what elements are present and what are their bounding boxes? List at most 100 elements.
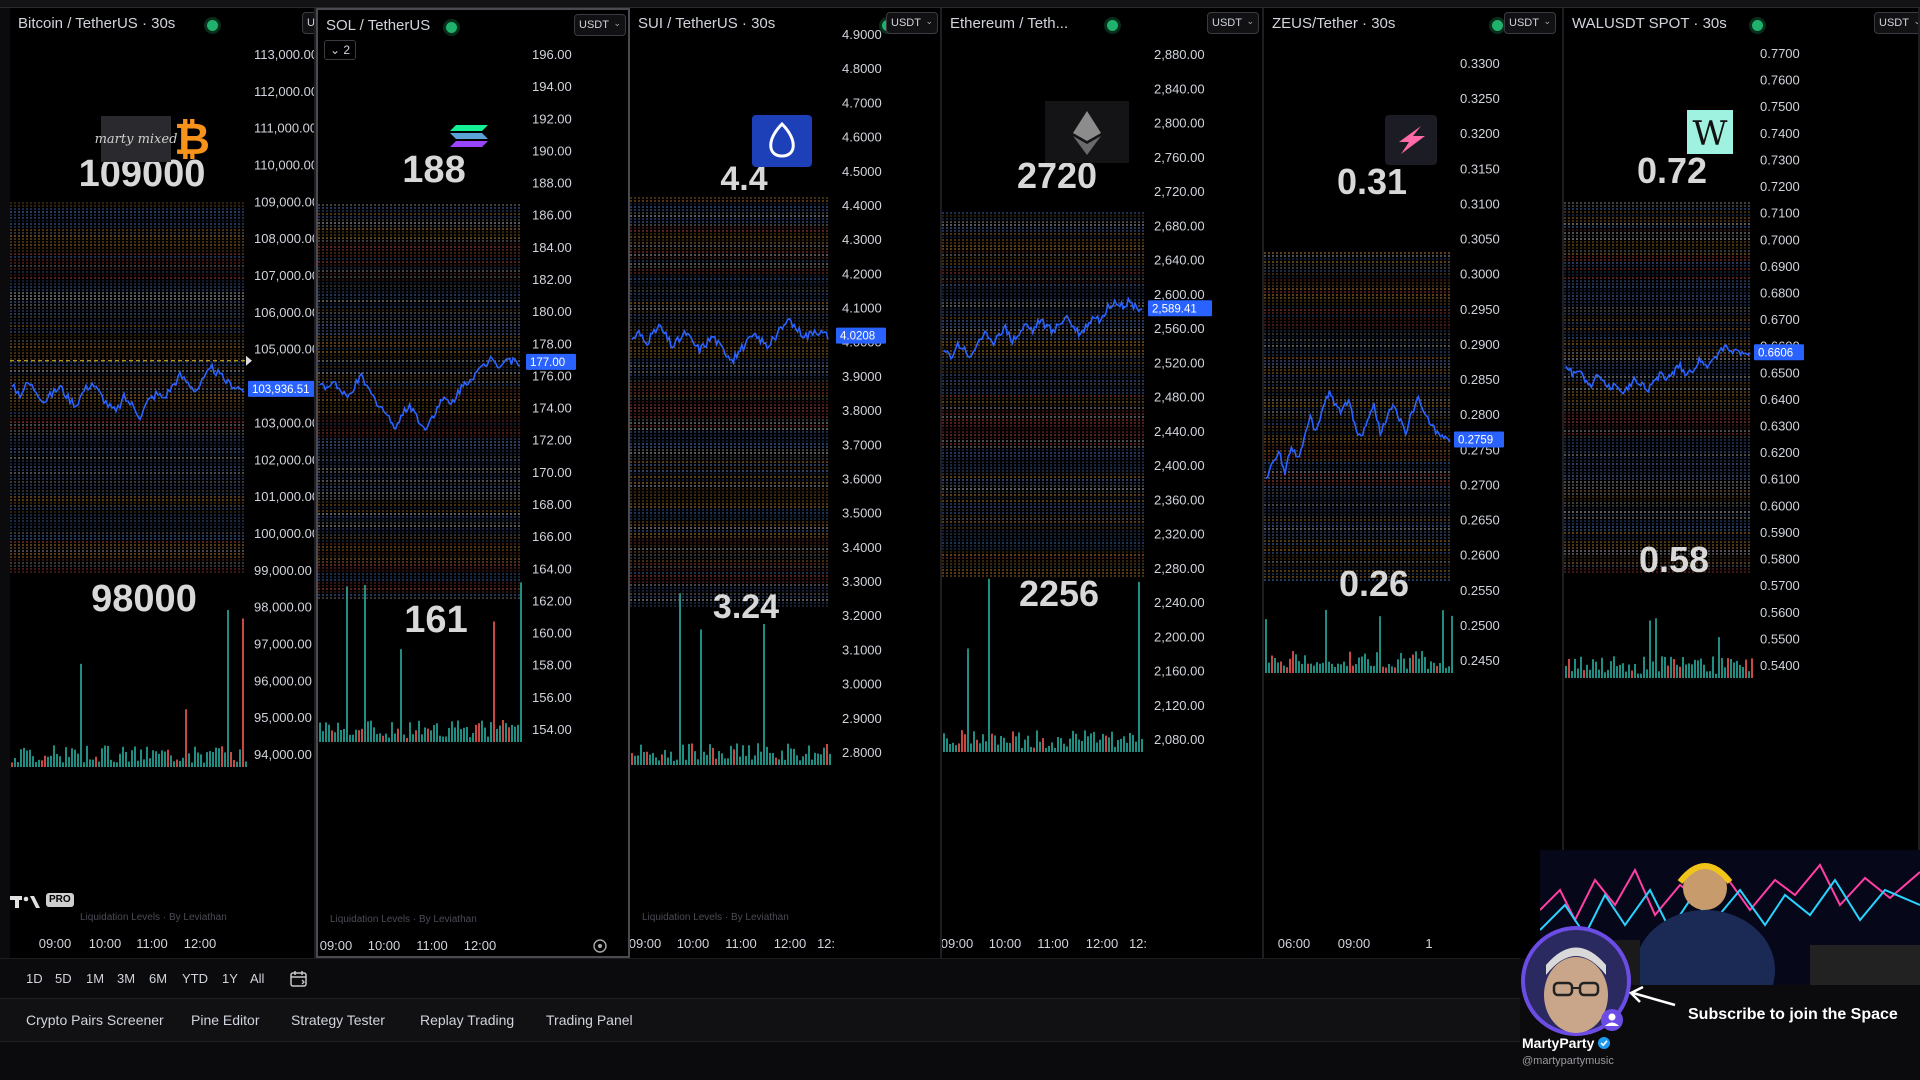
chart-panel-sui[interactable]: 4.4 3.24 4.9000 4.8000 4.7000 4.6000 4.5000 4.4…	[630, 8, 942, 958]
price-tick-label: 168.00	[532, 497, 572, 512]
price-tick-label: 0.7200	[1760, 179, 1800, 194]
lower-target-label: 161	[404, 599, 467, 641]
price-line	[943, 296, 1143, 360]
streamer-overlay: Subscribe to join the Space MartyParty @…	[1520, 835, 1920, 1080]
range-1d-button[interactable]: 1D	[26, 971, 43, 986]
chart-panel-eth[interactable]: 2720 2256 2,880.00 2,840.00 2,800.00 2,760.00…	[942, 8, 1264, 958]
tab-trading-panel[interactable]: Trading Panel	[546, 1012, 633, 1028]
wal-chart-canvas[interactable]: 0.72 0.58 0.7700 0.7600 0.7500 0.7400 0.7300 0.…	[1564, 8, 1920, 958]
indicator-legend-toggle[interactable]: ⌄ 2	[324, 40, 356, 60]
price-tick-label: 0.5400	[1760, 658, 1800, 673]
price-tick-label: 0.2950	[1460, 302, 1500, 317]
currency-selector[interactable]: USDT⌄	[302, 12, 315, 34]
price-tick-label: 172.00	[532, 433, 572, 448]
price-tick-label: 2,720.00	[1154, 184, 1205, 199]
multi-chart-layout: 109000 98000 113,000.00 112,000.00 111,000.0…	[10, 8, 1920, 958]
current-price-tag	[1454, 431, 1504, 448]
time-tick-label: 11:00	[725, 936, 757, 951]
symbol-title[interactable]: SOL / TetherUS	[326, 17, 431, 34]
window-top-bar	[0, 0, 1920, 8]
range-3m-button[interactable]: 3M	[117, 971, 136, 986]
chart-panel-sol[interactable]: 188 161 196.00 194.00 192.00 190.00 188.00 186.…	[316, 8, 630, 958]
currency-label: USDT	[1212, 17, 1242, 29]
price-tick-label: 2,640.00	[1154, 253, 1205, 268]
price-tick-label: 188.00	[532, 176, 572, 191]
price-tick-label: 99,000.00	[254, 563, 312, 578]
price-tick-label: 0.6100	[1760, 472, 1800, 487]
chevron-down-icon: ⌄	[1913, 16, 1918, 27]
currency-selector[interactable]: USDT⌄	[886, 12, 938, 34]
eth-chart-canvas[interactable]: 272022562,880.002,840.002,800.002,760.00…	[942, 8, 1264, 958]
price-tick-label: 0.7500	[1760, 99, 1800, 114]
price-tick-label: 174.00	[532, 401, 572, 416]
price-tick-label: 0.6200	[1760, 445, 1800, 460]
currency-label: USDT	[1509, 17, 1539, 29]
price-tick-label: 4.5000	[842, 164, 882, 179]
tab-crypto-pairs-screener[interactable]: Crypto Pairs Screener	[26, 1012, 164, 1028]
chart-panel-zeus[interactable]: 0.31 0.26 0.3300 0.3250 0.3200 0.3150 0.3100 0.…	[1264, 8, 1564, 958]
currency-label: USDT	[307, 17, 315, 29]
symbol-title[interactable]: ZEUS/Tether · 30s	[1272, 15, 1396, 32]
current-price-label: 0.6606	[1758, 347, 1793, 359]
arrow-left-icon	[1628, 985, 1676, 1007]
time-axis: 09:00 10:00 11:00 12:00	[39, 936, 217, 951]
current-price-tag	[1148, 300, 1212, 317]
chart-panel-wal[interactable]: 0.72 0.58 0.7700 0.7600 0.7500 0.7400 0.7300 0.…	[1564, 8, 1920, 958]
symbol-title[interactable]: Bitcoin / TetherUS · 30s	[18, 15, 176, 32]
range-1m-button[interactable]: 1M	[86, 971, 105, 986]
price-tick-label: 0.7600	[1760, 73, 1800, 88]
time-tick-label: 1	[1425, 936, 1432, 951]
symbol-title[interactable]: SUI / TetherUS · 30s	[638, 15, 776, 32]
walrus-logo: W	[1687, 110, 1733, 154]
price-tick-label: 3.3000	[842, 574, 882, 589]
symbol-title[interactable]: WALUSDT SPOT · 30s	[1572, 15, 1727, 32]
price-tick-label: 0.5800	[1760, 552, 1800, 567]
tab-pine-editor[interactable]: Pine Editor	[191, 1012, 260, 1028]
market-open-indicator	[446, 22, 457, 33]
price-tick-label: 4.1000	[842, 301, 882, 316]
price-tick-label: 2,760.00	[1154, 150, 1205, 165]
zeus-chart-canvas[interactable]: 0.310.260.33000.32500.32000.31500.31000.…	[1264, 8, 1564, 958]
btc-chart-canvas[interactable]: 10900098000113,000.00112,000.00111,000.0…	[10, 8, 316, 958]
symbol-title[interactable]: Ethereum / Teth...	[950, 15, 1069, 32]
time-tick-label: 09:00	[942, 936, 973, 951]
market-open-indicator	[207, 20, 218, 31]
volume-histogram	[1565, 618, 1753, 678]
go-to-date-icon[interactable]	[289, 969, 309, 989]
range-5d-button[interactable]: 5D	[55, 971, 72, 986]
price-tick-label: 190.00	[532, 143, 572, 158]
price-tick-label: 0.7300	[1760, 152, 1800, 167]
time-tick-label: 10:00	[989, 936, 1022, 951]
chart-panel-btc[interactable]: 109000 98000 113,000.00 112,000.00 111,000.0…	[10, 8, 316, 958]
price-tick-label: 3.1000	[842, 642, 882, 657]
tab-replay-trading[interactable]: Replay Trading	[420, 1012, 515, 1028]
lower-target-label: 98000	[91, 578, 197, 620]
currency-selector[interactable]: USDT⌄	[1504, 12, 1556, 34]
range-1y-button[interactable]: 1Y	[222, 971, 238, 986]
price-tick-label: 3.5000	[842, 506, 882, 521]
chevron-down-icon: ⌄	[925, 16, 933, 26]
streamer-avatar[interactable]	[1520, 925, 1632, 1037]
currency-selector[interactable]: USDT⌄	[1874, 12, 1918, 34]
price-axis: 113,000.00 112,000.00 111,000.00 110,000.00…	[254, 47, 316, 762]
range-6m-button[interactable]: 6M	[149, 971, 168, 986]
price-tick-label: 106,000.00	[254, 305, 316, 320]
time-axis: 09:00 10:00 11:00 12:00 12:	[942, 936, 1147, 951]
price-tick-label: 98,000.00	[254, 600, 312, 615]
price-axis: 196.00 194.00 192.00 190.00 188.00 186.00 184.…	[532, 47, 572, 737]
price-tick-label: 178.00	[532, 336, 572, 351]
current-price-label: 4.0208	[840, 331, 875, 343]
currency-selector[interactable]: USDT⌄	[574, 14, 626, 36]
range-ytd-button[interactable]: YTD	[182, 971, 208, 986]
price-tick-label: 164.00	[532, 561, 572, 576]
sol-chart-canvas[interactable]: 188 161 196.00 194.00 192.00 190.00 188.00 186.…	[318, 10, 630, 958]
price-tick-label: 0.2600	[1460, 548, 1500, 563]
tab-strategy-tester[interactable]: Strategy Tester	[291, 1012, 385, 1028]
time-tick-label: 12:00	[774, 936, 807, 951]
price-tick-label: 0.7000	[1760, 232, 1800, 247]
sui-chart-canvas[interactable]: 4.43.244.90004.80004.70004.60004.50004.4…	[630, 8, 942, 958]
range-all-button[interactable]: All	[250, 971, 265, 986]
time-tick-label: 10:00	[89, 936, 122, 951]
currency-selector[interactable]: USDT⌄	[1207, 12, 1259, 34]
price-tick-label: 196.00	[532, 47, 572, 62]
